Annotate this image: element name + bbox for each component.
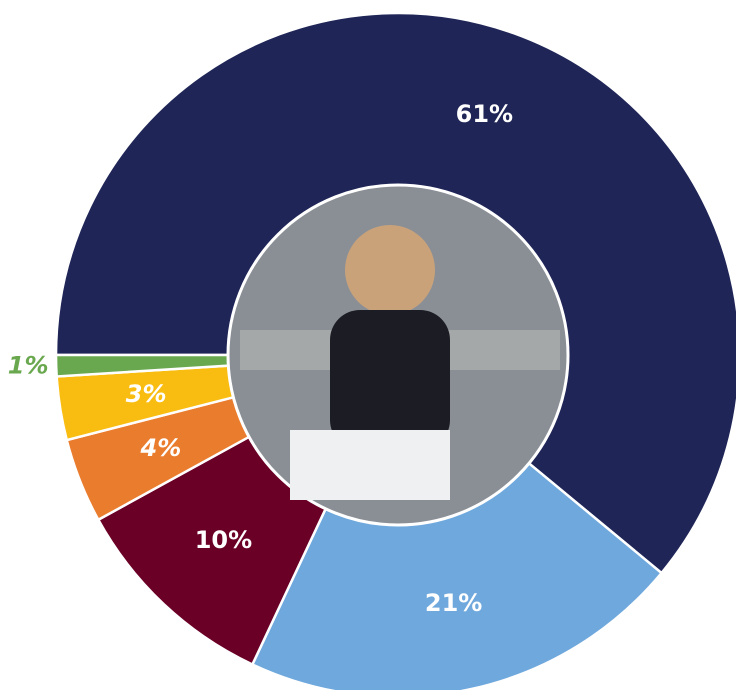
value-label: 61% (456, 100, 513, 128)
value-label: 21% (425, 589, 482, 617)
value-label: 10% (195, 526, 252, 554)
photo-figure (330, 310, 450, 450)
photo-figure (345, 225, 435, 315)
value-label: 3% (126, 380, 167, 408)
value-label: 1% (8, 352, 49, 380)
photo-paper (290, 430, 450, 500)
value-label: 4% (140, 434, 182, 462)
chart: 61% 21% 10% 4% 3% 1% (0, 0, 736, 690)
center-photo (228, 185, 568, 525)
